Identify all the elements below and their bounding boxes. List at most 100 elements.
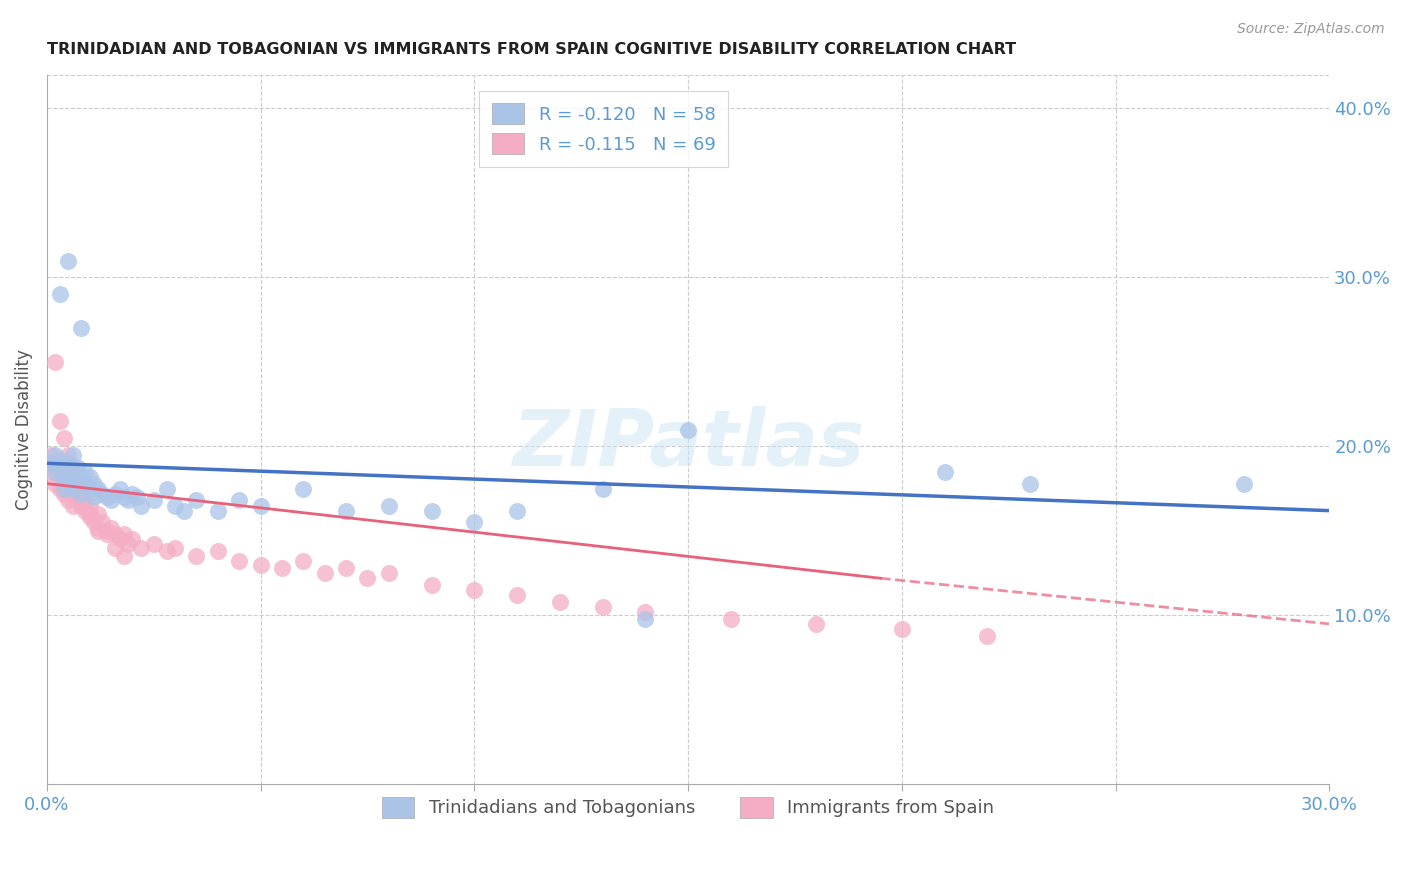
- Point: [48, 470, 70, 484]
- Point: [129, 541, 152, 555]
- Point: [207, 544, 229, 558]
- Point: [62, 448, 84, 462]
- Point: [62, 482, 84, 496]
- Point: [58, 253, 80, 268]
- Point: [335, 561, 357, 575]
- Point: [87, 520, 110, 534]
- Point: [720, 612, 742, 626]
- Point: [934, 465, 956, 479]
- Text: Source: ZipAtlas.com: Source: ZipAtlas.com: [1237, 22, 1385, 37]
- Point: [44, 465, 66, 479]
- Point: [87, 507, 110, 521]
- Point: [70, 487, 93, 501]
- Point: [420, 578, 443, 592]
- Point: [104, 487, 127, 501]
- Point: [58, 470, 80, 484]
- Point: [108, 482, 131, 496]
- Point: [676, 423, 699, 437]
- Y-axis label: Cognitive Disability: Cognitive Disability: [15, 349, 32, 510]
- Point: [420, 503, 443, 517]
- Point: [53, 487, 76, 501]
- Point: [173, 503, 195, 517]
- Point: [53, 482, 76, 496]
- Point: [634, 612, 657, 626]
- Point: [83, 476, 105, 491]
- Point: [70, 321, 93, 335]
- Point: [314, 566, 336, 581]
- Point: [75, 493, 97, 508]
- Point: [96, 490, 118, 504]
- Point: [62, 465, 84, 479]
- Point: [592, 482, 614, 496]
- Text: TRINIDADIAN AND TOBAGONIAN VS IMMIGRANTS FROM SPAIN COGNITIVE DISABILITY CORRELA: TRINIDADIAN AND TOBAGONIAN VS IMMIGRANTS…: [46, 42, 1017, 57]
- Point: [104, 541, 127, 555]
- Point: [112, 549, 135, 564]
- Point: [335, 503, 357, 517]
- Point: [117, 493, 139, 508]
- Point: [129, 499, 152, 513]
- Point: [83, 516, 105, 530]
- Point: [53, 465, 76, 479]
- Point: [806, 616, 828, 631]
- Point: [463, 583, 485, 598]
- Point: [890, 622, 912, 636]
- Point: [48, 482, 70, 496]
- Point: [70, 487, 93, 501]
- Point: [378, 566, 401, 581]
- Point: [506, 588, 529, 602]
- Point: [79, 499, 101, 513]
- Point: [44, 448, 66, 462]
- Point: [70, 487, 93, 501]
- Point: [66, 482, 89, 496]
- Point: [75, 499, 97, 513]
- Point: [62, 465, 84, 479]
- Point: [976, 629, 998, 643]
- Point: [70, 499, 93, 513]
- Point: [79, 510, 101, 524]
- Point: [91, 516, 114, 530]
- Point: [249, 558, 271, 572]
- Point: [117, 537, 139, 551]
- Text: ZIPatlas: ZIPatlas: [512, 406, 865, 482]
- Point: [356, 571, 378, 585]
- Legend: Trinidadians and Tobagonians, Immigrants from Spain: Trinidadians and Tobagonians, Immigrants…: [374, 789, 1001, 825]
- Point: [58, 493, 80, 508]
- Point: [96, 524, 118, 538]
- Point: [62, 499, 84, 513]
- Point: [155, 544, 177, 558]
- Point: [165, 499, 187, 513]
- Point: [87, 524, 110, 538]
- Point: [58, 456, 80, 470]
- Point: [104, 527, 127, 541]
- Point: [66, 476, 89, 491]
- Point: [112, 490, 135, 504]
- Point: [75, 503, 97, 517]
- Point: [1233, 476, 1256, 491]
- Point: [125, 490, 148, 504]
- Point: [53, 431, 76, 445]
- Point: [121, 533, 143, 547]
- Point: [292, 554, 315, 568]
- Point: [155, 482, 177, 496]
- Point: [58, 448, 80, 462]
- Point: [39, 448, 62, 462]
- Point: [1019, 476, 1042, 491]
- Point: [48, 287, 70, 301]
- Point: [66, 493, 89, 508]
- Point: [506, 503, 529, 517]
- Point: [53, 473, 76, 487]
- Point: [58, 476, 80, 491]
- Point: [48, 459, 70, 474]
- Point: [228, 554, 250, 568]
- Point: [634, 605, 657, 619]
- Point: [70, 470, 93, 484]
- Point: [44, 355, 66, 369]
- Point: [58, 482, 80, 496]
- Point: [75, 476, 97, 491]
- Point: [165, 541, 187, 555]
- Point: [100, 520, 122, 534]
- Point: [112, 527, 135, 541]
- Point: [142, 493, 165, 508]
- Point: [39, 465, 62, 479]
- Point: [186, 549, 208, 564]
